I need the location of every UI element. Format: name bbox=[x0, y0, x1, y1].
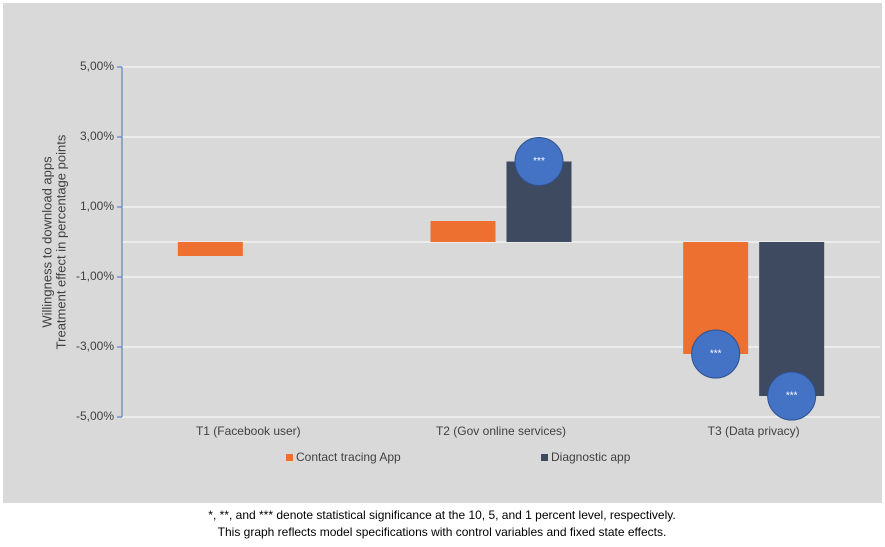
y-tick-label: -5,00% bbox=[76, 409, 114, 423]
significance-marker bbox=[514, 137, 564, 186]
legend-swatch bbox=[541, 454, 548, 461]
legend-swatch bbox=[286, 454, 293, 461]
legend-label: Diagnostic app bbox=[551, 450, 631, 464]
y-tick-label: 5,00% bbox=[80, 59, 114, 73]
x-tick-label: T3 (Data privacy) bbox=[708, 424, 800, 438]
significance-marker bbox=[691, 329, 741, 379]
bar bbox=[759, 242, 825, 396]
bar bbox=[430, 221, 496, 242]
significance-label: *** bbox=[786, 391, 798, 402]
y-axis-title: Willingness to download apps Treatment e… bbox=[39, 134, 68, 349]
y-tick-label: -3,00% bbox=[76, 339, 114, 353]
legend-label: Contact tracing App bbox=[296, 450, 401, 464]
significance-label: *** bbox=[533, 156, 545, 167]
y-tick-label: -1,00% bbox=[76, 269, 114, 283]
significance-label: *** bbox=[710, 349, 722, 360]
significance-marker bbox=[767, 371, 817, 421]
x-tick-label: T1 (Facebook user) bbox=[196, 424, 301, 438]
bar bbox=[177, 242, 243, 256]
y-axis-title-line: Treatment effect in percentage points bbox=[53, 134, 68, 349]
footnote: This graph reflects model specifications… bbox=[218, 525, 667, 539]
x-tick-label: T2 (Gov online services) bbox=[436, 424, 566, 438]
footnote: *, **, and *** denote statistical signif… bbox=[208, 508, 675, 522]
y-tick-label: 1,00% bbox=[80, 199, 114, 213]
y-tick-label: 3,00% bbox=[80, 129, 114, 143]
y-axis-title-line: Willingness to download apps bbox=[39, 156, 54, 328]
